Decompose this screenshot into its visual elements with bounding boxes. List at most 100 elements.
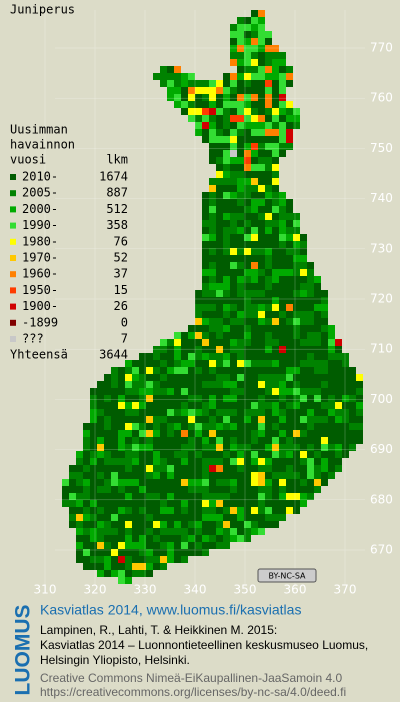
- y-axis-label: 670: [370, 543, 393, 557]
- grid-cell: [244, 528, 251, 535]
- grid-cell: [195, 472, 202, 479]
- grid-cell: [174, 402, 181, 409]
- grid-cell: [328, 367, 335, 374]
- grid-cell: [97, 521, 104, 528]
- grid-cell: [160, 423, 167, 430]
- grid-cell: [251, 178, 258, 185]
- grid-cell: [335, 458, 342, 465]
- grid-cell: [111, 507, 118, 514]
- grid-cell: [188, 465, 195, 472]
- grid-cell: [216, 276, 223, 283]
- grid-cell: [272, 486, 279, 493]
- grid-cell: [132, 409, 139, 416]
- grid-cell: [230, 402, 237, 409]
- grid-cell: [76, 493, 83, 500]
- grid-cell: [97, 528, 104, 535]
- grid-cell: [314, 437, 321, 444]
- grid-cell: [160, 353, 167, 360]
- grid-cell: [97, 556, 104, 563]
- grid-cell: [286, 122, 293, 129]
- grid-cell: [202, 220, 209, 227]
- grid-cell: [202, 353, 209, 360]
- grid-cell: [83, 479, 90, 486]
- grid-cell: [342, 353, 349, 360]
- grid-cell: [328, 465, 335, 472]
- grid-cell: [342, 409, 349, 416]
- grid-cell: [146, 528, 153, 535]
- grid-cell: [258, 395, 265, 402]
- grid-cell: [118, 479, 125, 486]
- grid-cell: [230, 339, 237, 346]
- grid-cell: [307, 395, 314, 402]
- grid-cell: [293, 465, 300, 472]
- grid-cell: [223, 94, 230, 101]
- grid-cell: [321, 332, 328, 339]
- grid-cell: [111, 549, 118, 556]
- grid-cell: [188, 528, 195, 535]
- grid-cell: [223, 514, 230, 521]
- grid-cell: [307, 325, 314, 332]
- grid-cell: [293, 325, 300, 332]
- grid-cell: [167, 521, 174, 528]
- grid-cell: [160, 479, 167, 486]
- grid-cell: [265, 409, 272, 416]
- grid-cell: [251, 283, 258, 290]
- grid-cell: [272, 248, 279, 255]
- grid-cell: [223, 192, 230, 199]
- grid-cell: [251, 395, 258, 402]
- grid-cell: [272, 514, 279, 521]
- annotations: Juniperus Uusimman havainnon vuosi lkm B…: [10, 3, 393, 699]
- grid-cell: [265, 374, 272, 381]
- grid-cell: [223, 234, 230, 241]
- grid-cell: [223, 157, 230, 164]
- grid-cell: [230, 143, 237, 150]
- grid-cell: [230, 87, 237, 94]
- grid-cell: [307, 374, 314, 381]
- grid-cell: [209, 381, 216, 388]
- grid-cell: [272, 374, 279, 381]
- grid-cell: [209, 486, 216, 493]
- grid-cell: [146, 507, 153, 514]
- grid-cell: [272, 136, 279, 143]
- grid-cell: [125, 479, 132, 486]
- grid-cell: [76, 514, 83, 521]
- grid-cell: [139, 423, 146, 430]
- grid-cell: [244, 227, 251, 234]
- grid-cell: [146, 465, 153, 472]
- grid-cell: [258, 325, 265, 332]
- grid-cell: [97, 388, 104, 395]
- grid-cell: [307, 409, 314, 416]
- grid-cell: [258, 248, 265, 255]
- grid-cell: [265, 143, 272, 150]
- grid-cell: [216, 255, 223, 262]
- grid-cell: [265, 87, 272, 94]
- grid-cell: [244, 199, 251, 206]
- grid-cell: [223, 269, 230, 276]
- grid-cell: [251, 486, 258, 493]
- grid-cell: [300, 255, 307, 262]
- grid-cell: [300, 416, 307, 423]
- grid-cell: [251, 332, 258, 339]
- grid-cell: [209, 290, 216, 297]
- grid-cell: [307, 493, 314, 500]
- grid-cell: [244, 101, 251, 108]
- grid-cell: [279, 297, 286, 304]
- grid-cell: [202, 129, 209, 136]
- grid-cell: [125, 556, 132, 563]
- grid-cell: [258, 185, 265, 192]
- grid-cell: [167, 87, 174, 94]
- grid-cell: [132, 570, 139, 577]
- legend-swatch: [10, 303, 16, 310]
- grid-cell: [265, 52, 272, 59]
- grid-cell: [139, 353, 146, 360]
- grid-cell: [181, 528, 188, 535]
- grid-cell: [251, 437, 258, 444]
- grid-cell: [153, 353, 160, 360]
- grid-cell: [188, 486, 195, 493]
- grid-cell: [139, 458, 146, 465]
- grid-cell: [195, 549, 202, 556]
- grid-cell: [258, 339, 265, 346]
- grid-cell: [174, 416, 181, 423]
- grid-cell: [272, 276, 279, 283]
- grid-cell: [139, 444, 146, 451]
